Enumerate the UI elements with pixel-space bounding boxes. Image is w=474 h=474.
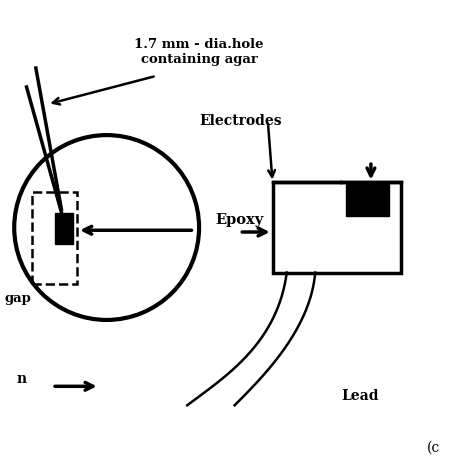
Bar (346, 182, 389, 216)
Text: n: n (17, 372, 27, 386)
Text: 1.7 mm - dia.hole
containing agar: 1.7 mm - dia.hole containing agar (134, 38, 264, 66)
Bar (32, 192, 77, 284)
Bar (273, 182, 401, 273)
Text: (c: (c (427, 441, 440, 455)
Bar (55, 213, 73, 244)
Text: Electrodes: Electrodes (199, 114, 282, 128)
Text: Epoxy: Epoxy (216, 213, 264, 228)
Text: gap: gap (5, 292, 32, 304)
Text: Lead: Lead (341, 389, 379, 403)
